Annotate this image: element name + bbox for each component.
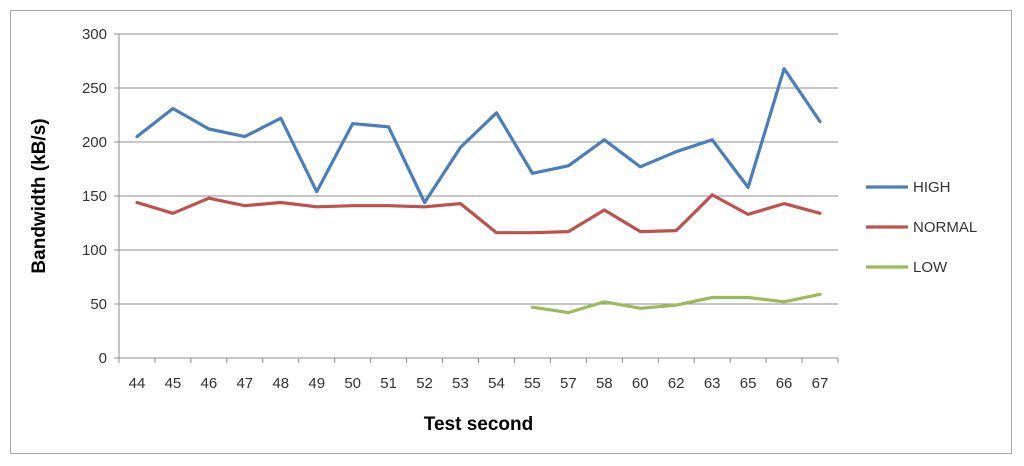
x-tick-label: 63 bbox=[704, 375, 721, 392]
y-tick-label: 50 bbox=[90, 296, 107, 313]
x-tick-label: 54 bbox=[488, 375, 505, 392]
y-tick-labels: 0 50 100 150 200 250 300 bbox=[82, 26, 107, 367]
y-tick-label: 200 bbox=[82, 134, 107, 151]
y-tick-label: 100 bbox=[82, 242, 107, 259]
x-tick-label: 66 bbox=[776, 375, 793, 392]
x-tick-label: 49 bbox=[308, 375, 325, 392]
y-axis-title: Bandwidth (kB/s) bbox=[29, 118, 50, 273]
line-chart: 0 50 100 150 200 250 300 44 45 46 47 48 49 50 51 52 53 5… bbox=[29, 26, 977, 435]
legend-label-low: LOW bbox=[913, 259, 948, 276]
x-tick-label: 44 bbox=[129, 375, 146, 392]
x-tick-label: 58 bbox=[596, 375, 613, 392]
x-tick-label: 65 bbox=[740, 375, 757, 392]
legend: HIGH NORMAL LOW bbox=[866, 179, 977, 276]
x-tick-label: 51 bbox=[380, 375, 397, 392]
x-tick-label: 48 bbox=[272, 375, 289, 392]
y-tick-label: 150 bbox=[82, 188, 107, 205]
x-tick-label: 47 bbox=[236, 375, 253, 392]
y-tick-label: 0 bbox=[99, 350, 107, 367]
gridlines bbox=[119, 33, 838, 305]
x-axis-title: Test second bbox=[424, 414, 533, 435]
series-line-normal bbox=[135, 193, 822, 235]
x-tick-label: 50 bbox=[344, 375, 361, 392]
y-tick-label: 250 bbox=[82, 80, 107, 97]
x-tick-label: 57 bbox=[560, 375, 577, 392]
x-tick-label: 60 bbox=[632, 375, 649, 392]
x-tick-label: 53 bbox=[452, 375, 469, 392]
legend-label-high: HIGH bbox=[913, 179, 951, 196]
legend-label-normal: NORMAL bbox=[913, 219, 977, 236]
x-tick-label: 46 bbox=[201, 375, 218, 392]
x-tick-label: 62 bbox=[668, 375, 685, 392]
series-lines bbox=[135, 66, 822, 315]
x-tick-label: 67 bbox=[812, 375, 829, 392]
series-line-low bbox=[530, 292, 822, 315]
x-tick-label: 52 bbox=[416, 375, 433, 392]
chart-frame: 0 50 100 150 200 250 300 44 45 46 47 48 49 50 51 52 53 5… bbox=[10, 10, 1012, 454]
axes bbox=[114, 33, 839, 363]
series-line-high bbox=[135, 66, 822, 205]
y-tick-label: 300 bbox=[82, 26, 107, 43]
x-tick-labels: 44 45 46 47 48 49 50 51 52 53 54 55 57 58 60 62 63 65 66 67 bbox=[129, 375, 829, 392]
x-tick-label: 55 bbox=[524, 375, 541, 392]
x-tick-label: 45 bbox=[165, 375, 182, 392]
